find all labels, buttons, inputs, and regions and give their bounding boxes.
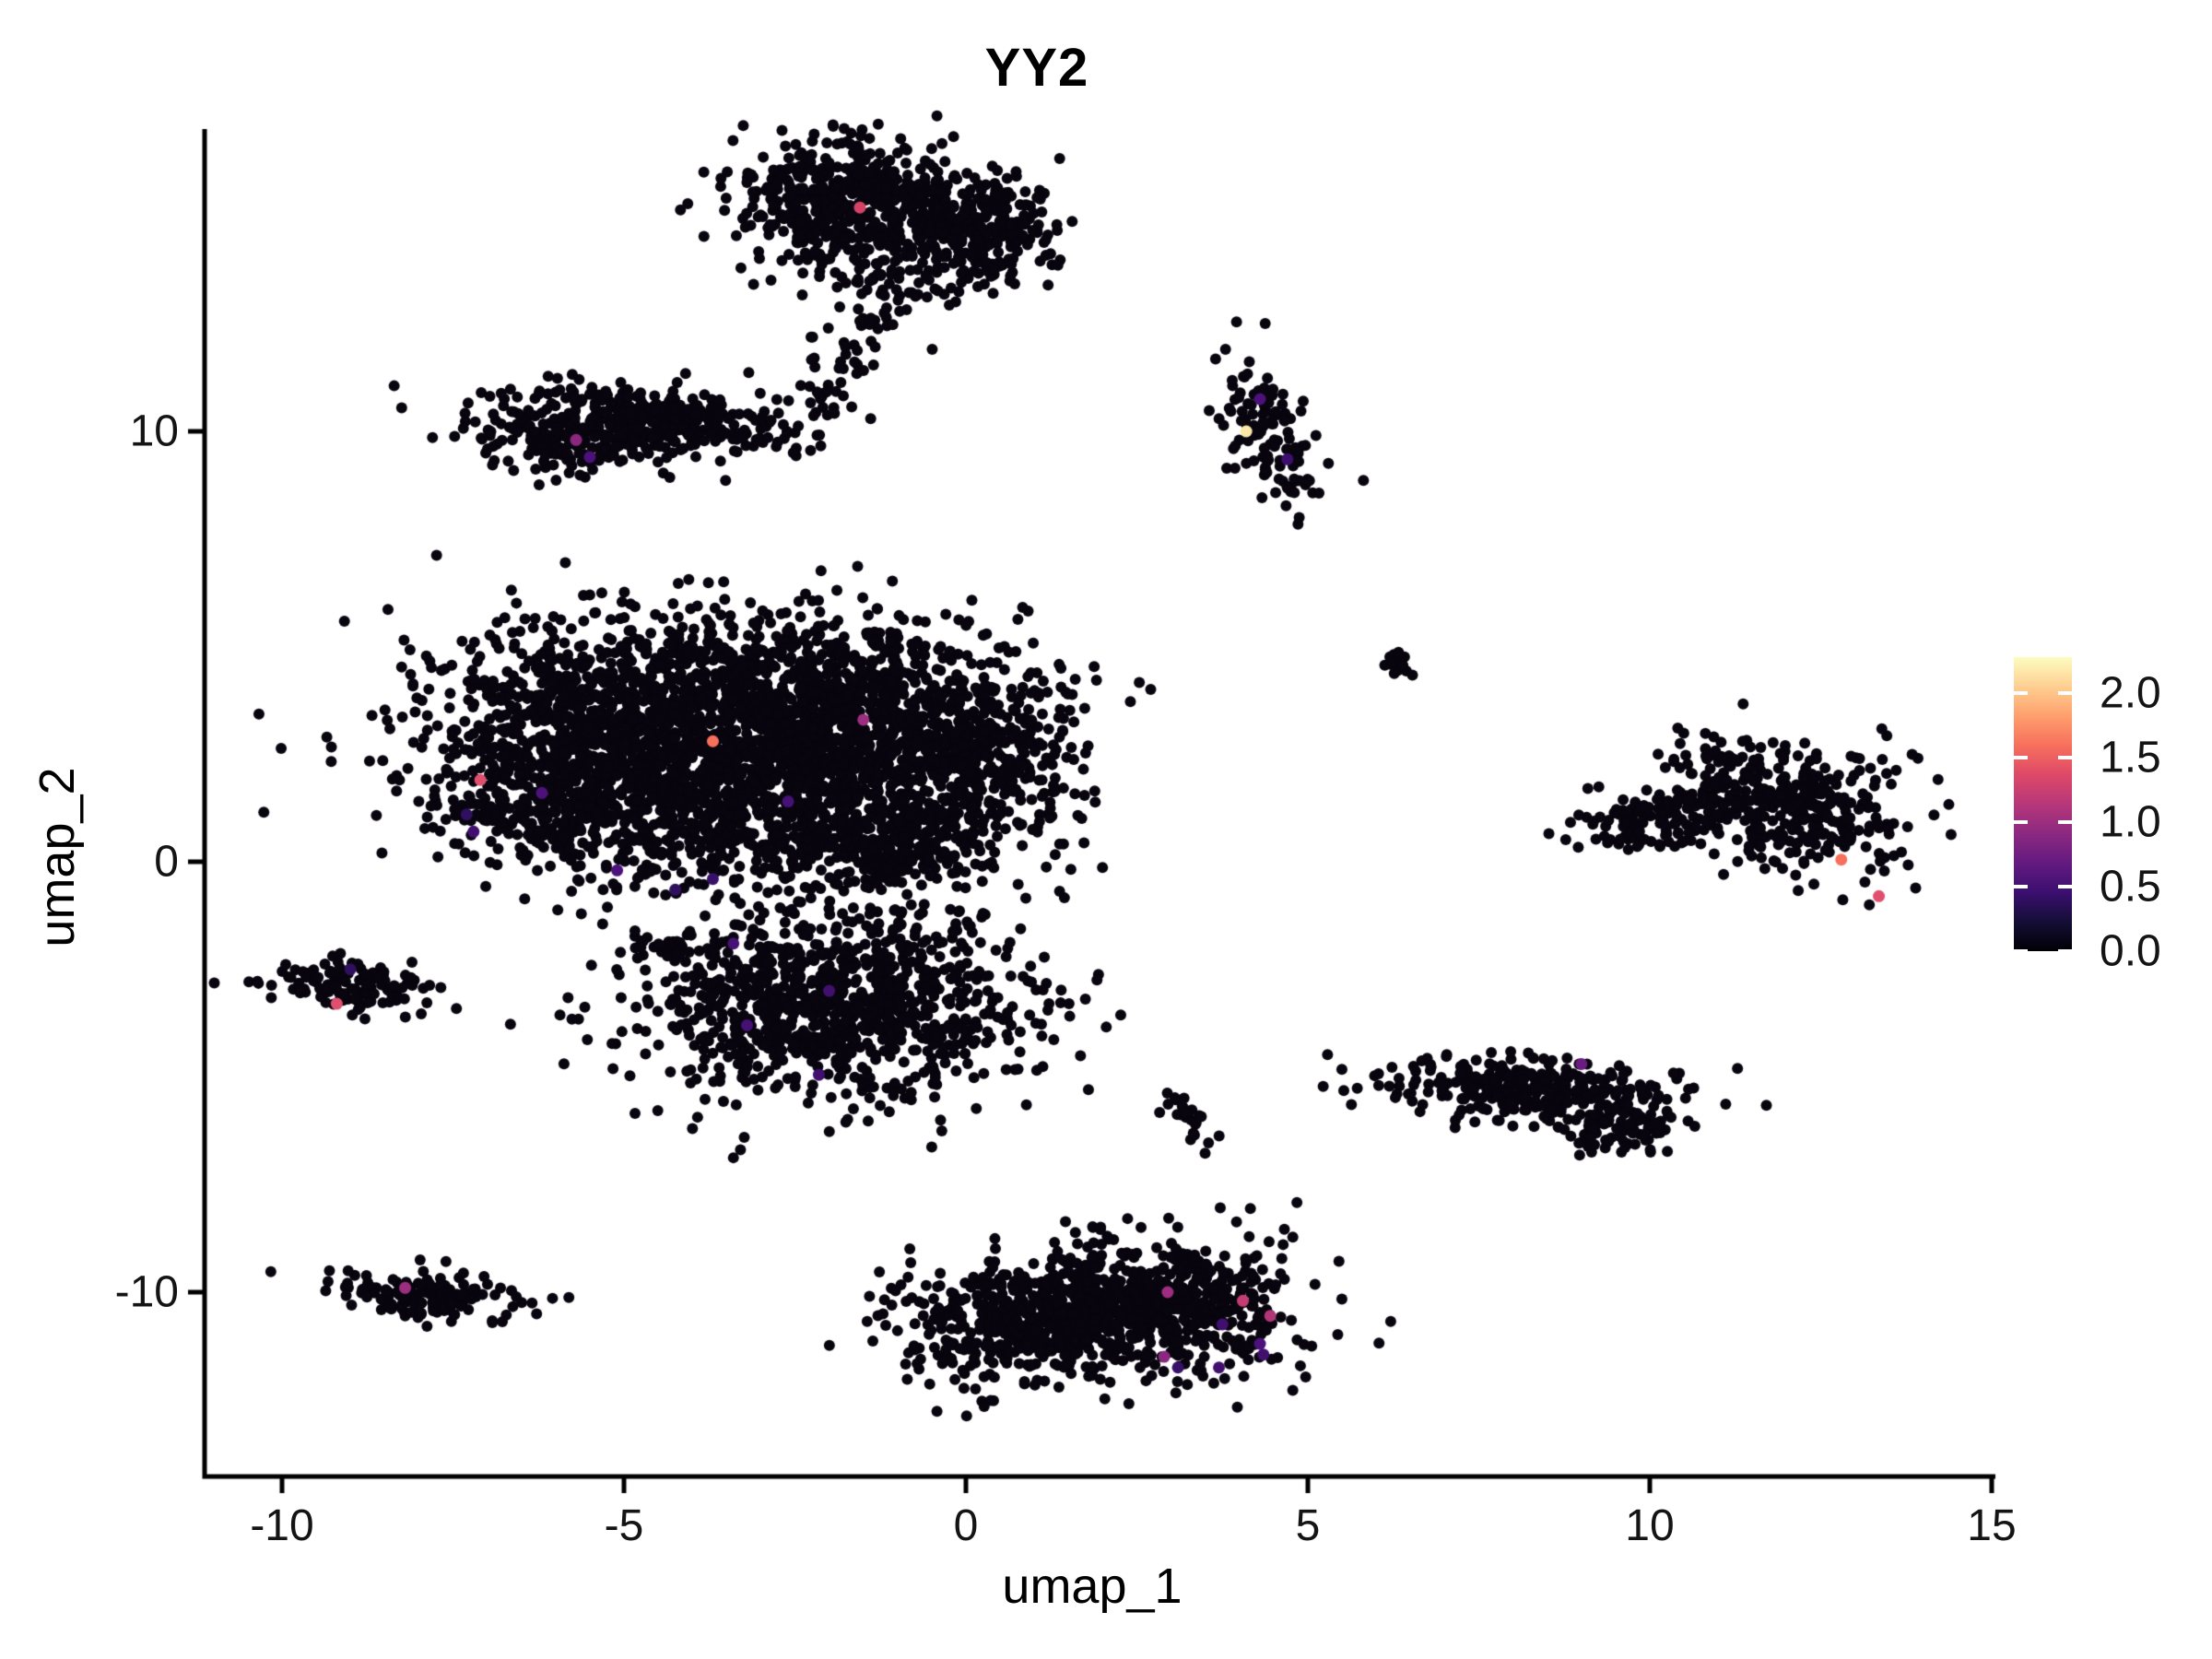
- legend-colorbar-tick: [2058, 949, 2072, 953]
- legend-colorbar-tick: [2058, 691, 2072, 696]
- legend-colorbar-tick: [2014, 691, 2028, 696]
- legend-colorbar-tick: [2014, 820, 2028, 825]
- x-tick-label: 15: [1967, 1501, 2017, 1550]
- legend-colorbar-tick: [2058, 885, 2072, 889]
- legend-tick-label: 2.0: [2100, 668, 2161, 718]
- legend-colorbar-tick: [2014, 885, 2028, 889]
- legend-colorbar-tick: [2058, 756, 2072, 760]
- legend-tick-label: 0.5: [2100, 862, 2161, 912]
- plot-title: YY2: [984, 38, 1089, 98]
- legend-colorbar-tick: [2058, 820, 2072, 825]
- x-tick-label: -10: [250, 1501, 314, 1550]
- y-tick-label: 0: [154, 837, 179, 887]
- x-tick-label: 5: [1295, 1501, 1321, 1550]
- x-tick-label: 0: [953, 1501, 979, 1550]
- y-tick-label: -10: [114, 1267, 179, 1317]
- legend-tick-label: 0.0: [2100, 926, 2161, 976]
- legend-colorbar-tick: [2014, 949, 2028, 953]
- legend-colorbar-tick: [2014, 756, 2028, 760]
- legend-tick-label: 1.0: [2100, 797, 2161, 847]
- x-axis-label: umap_1: [1002, 1559, 1182, 1614]
- y-tick-label: 10: [129, 406, 179, 456]
- legend-colorbar: [2014, 657, 2072, 951]
- legend-tick-label: 1.5: [2100, 733, 2161, 782]
- x-tick-label: 10: [1625, 1501, 1675, 1550]
- x-tick-label: -5: [604, 1501, 644, 1550]
